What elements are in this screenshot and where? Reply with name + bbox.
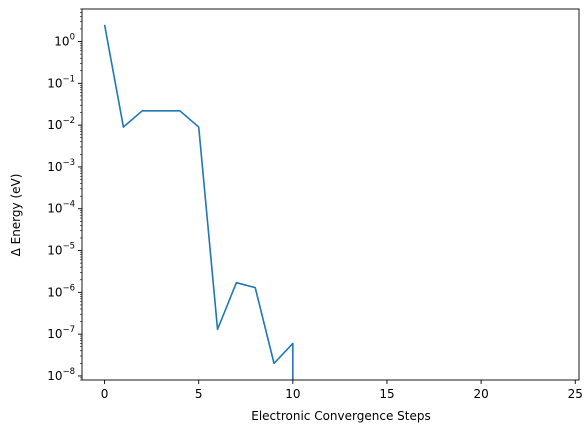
y-tick-label: 10−4 [47,200,75,216]
x-tick-label: 15 [379,387,394,401]
plot-area [82,9,579,418]
x-tick-label: 20 [473,387,488,401]
y-axis-title: Δ Energy (eV) [9,174,23,257]
ticks: 0 5 10 15 20 25 10−8 10−7 10−6 10−5 10−4 10−3 10−2 10… [47,9,583,401]
series-line-0 [105,25,293,418]
x-tick-label: 5 [195,387,203,401]
y-tick-label: 10−1 [47,74,75,90]
y-tick-label: 100 [54,33,75,49]
y-tick-label: 10−5 [47,242,75,258]
y-tick-label: 10−3 [47,158,75,174]
plot-frame [82,9,579,380]
x-tick-label: 10 [285,387,300,401]
y-tick-label: 10−8 [47,367,75,383]
x-axis-title: Electronic Convergence Steps [251,409,430,423]
x-tick-label: 25 [568,387,583,401]
y-tick-label: 10−6 [47,283,75,299]
x-tick-label: 0 [101,387,109,401]
y-tick-label: 10−7 [47,325,75,341]
y-tick-label: 10−2 [47,116,75,132]
